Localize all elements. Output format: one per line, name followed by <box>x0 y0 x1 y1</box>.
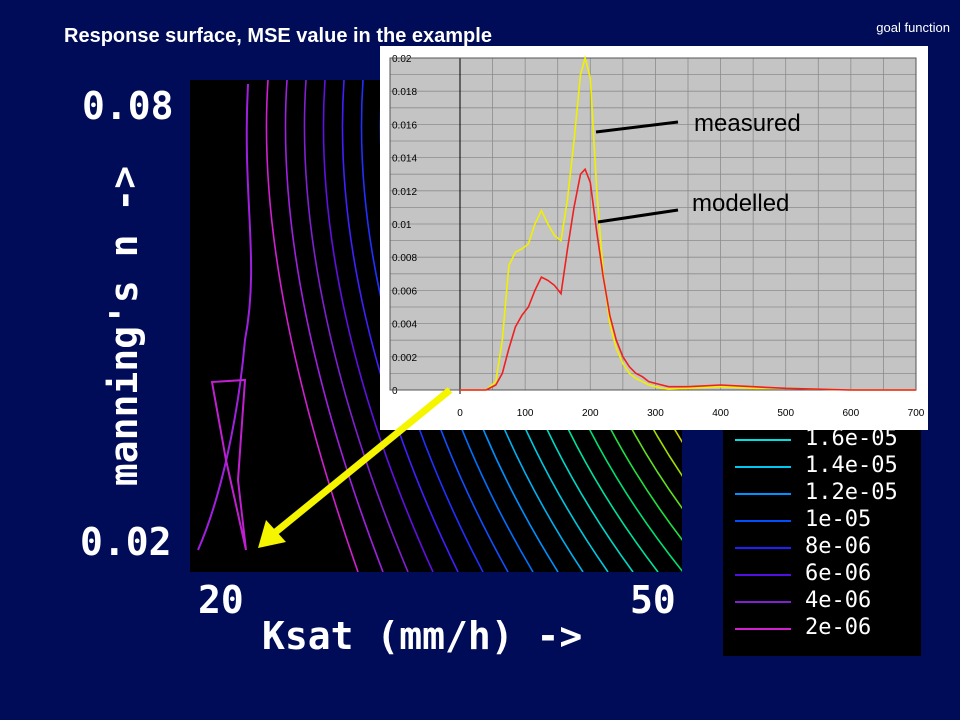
contour-line <box>265 79 359 573</box>
contour-line <box>341 79 459 573</box>
measured-annotation: measured <box>694 110 801 137</box>
contour-line <box>303 79 409 573</box>
legend-label: 1.4e-05 <box>805 453 898 478</box>
series-line-measured <box>460 54 916 391</box>
legend-item: 1.4e-05 <box>723 453 921 479</box>
legend-item: 1.2e-05 <box>723 480 921 506</box>
x-tick-label: 100 <box>517 408 534 419</box>
arrow-head <box>258 520 286 548</box>
slide-title: Response surface, MSE value in the examp… <box>64 25 492 47</box>
legend-item: 4e-06 <box>723 588 921 614</box>
y-tick-bottom: 0.02 <box>80 520 172 564</box>
modelled-annotation: modelled <box>692 190 790 217</box>
x-tick-right: 50 <box>630 578 676 622</box>
y-tick-label: 0.002 <box>392 353 417 364</box>
y-tick-label: 0.018 <box>392 87 417 98</box>
legend-swatch <box>735 493 791 495</box>
y-tick-label: 0 <box>392 386 398 397</box>
contour-line <box>197 83 253 551</box>
y-tick-label: 0.006 <box>392 286 417 297</box>
plot-frame <box>389 57 917 391</box>
y-tick-label: 0.012 <box>392 187 417 198</box>
legend-label: 1e-05 <box>805 507 872 532</box>
legend-swatch <box>735 574 791 576</box>
legend-item: 1e-05 <box>723 507 921 533</box>
legend-label: 4e-06 <box>805 588 872 613</box>
legend-item: 6e-06 <box>723 561 921 587</box>
y-tick-label: 0.004 <box>392 320 417 331</box>
legend-swatch <box>735 547 791 549</box>
x-tick-label: 0 <box>457 408 463 419</box>
inset-line-chart: 0 100 200 300 400 500 600 700 0 0.002 0.004 0.006 0.… <box>380 46 928 430</box>
series-line-modelled <box>460 167 916 391</box>
y-tick-label: 0.008 <box>392 253 417 264</box>
modelled-leader <box>597 208 679 224</box>
legend-item: 2e-06 <box>723 615 921 641</box>
legend-swatch <box>735 628 791 630</box>
x-tick-label: 600 <box>843 408 860 419</box>
legend-swatch <box>735 601 791 603</box>
legend-label: 8e-06 <box>805 534 872 559</box>
contour-line <box>210 378 247 551</box>
legend-label: 6e-06 <box>805 561 872 586</box>
inset-chart-svg: 0 100 200 300 400 500 600 700 0 0.002 0.004 0.006 0.… <box>389 54 925 419</box>
arrow-shaft <box>269 387 453 538</box>
x-tick-label: 400 <box>712 408 729 419</box>
contour-line <box>322 79 434 573</box>
x-axis-label: Ksat (mm/h) -> <box>262 614 583 658</box>
legend-item: 8e-06 <box>723 534 921 560</box>
y-tick-label: 0.01 <box>392 220 412 231</box>
x-tick-label: 500 <box>777 408 794 419</box>
y-tick-label: 0.016 <box>392 120 417 131</box>
y-tick-label: 0.014 <box>392 154 417 165</box>
legend-label: 1.2e-05 <box>805 480 898 505</box>
goal-function-label: goal function <box>876 20 950 35</box>
x-tick-left: 20 <box>198 578 244 622</box>
measured-leader <box>595 120 679 134</box>
y-tick-top: 0.08 <box>82 84 174 128</box>
legend-swatch <box>735 520 791 522</box>
x-tick-label: 700 <box>908 408 925 419</box>
legend-swatch <box>735 439 791 441</box>
legend-item: 1.6e-05 <box>723 426 921 452</box>
contour-legend: 1.6e-05 1.4e-05 1.2e-05 1e-05 8e-06 6e-06 4e-0… <box>723 420 921 656</box>
legend-label: 1.6e-05 <box>805 426 898 451</box>
y-tick-label: 0.02 <box>392 54 412 65</box>
legend-swatch <box>735 466 791 468</box>
contour-line <box>284 79 384 573</box>
x-tick-label: 200 <box>582 408 599 419</box>
x-tick-label: 300 <box>647 408 664 419</box>
legend-label: 2e-06 <box>805 615 872 640</box>
